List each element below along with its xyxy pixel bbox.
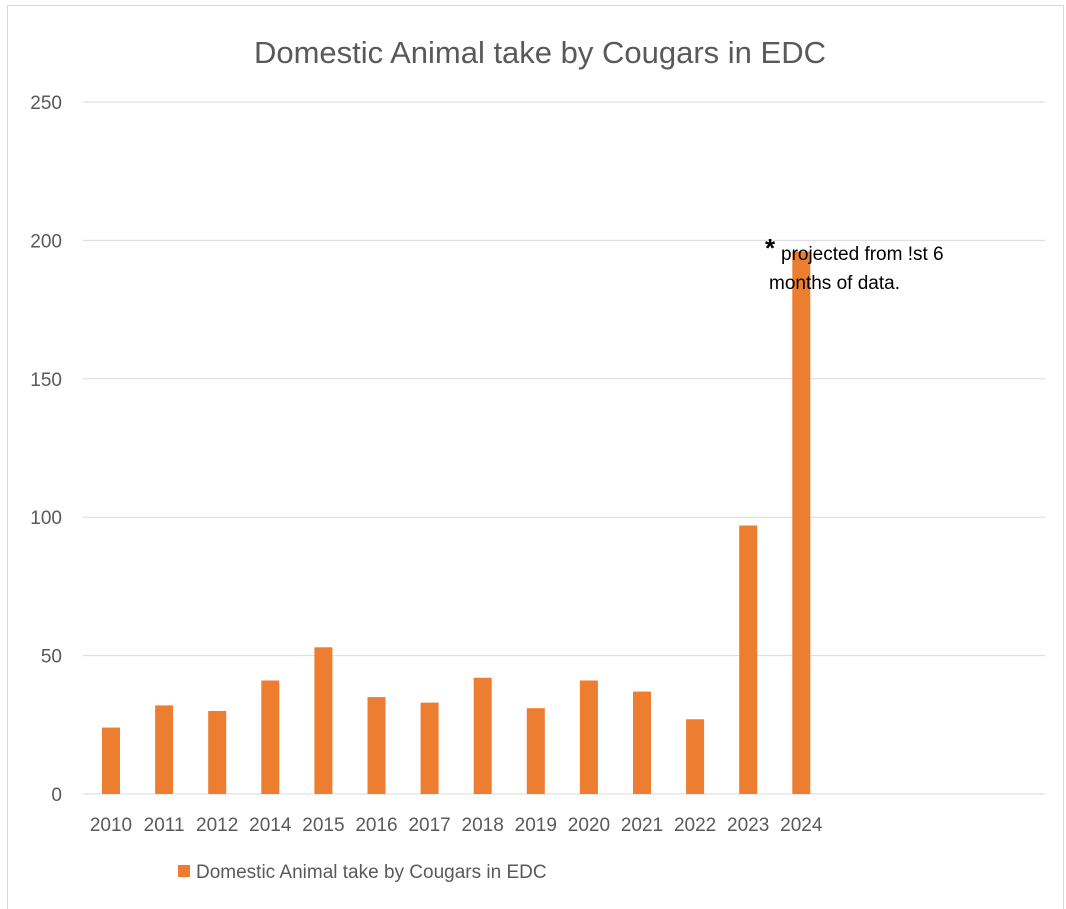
- y-axis-ticks: 0 50 100 150 200 250: [30, 93, 62, 806]
- bar-2018: [473, 677, 492, 794]
- x-tick-label: 2020: [568, 815, 610, 836]
- y-tick-label: 50: [41, 647, 62, 668]
- bar-2022: [686, 719, 705, 794]
- x-tick-label: 2012: [196, 815, 238, 836]
- bar-2015: [314, 647, 333, 794]
- annotation-line-2: months of data.: [769, 273, 900, 294]
- bar-2012: [208, 710, 227, 794]
- x-tick-label: 2011: [144, 815, 185, 836]
- bar-2010: [102, 727, 120, 794]
- x-tick-label: 2018: [462, 815, 504, 836]
- x-tick-label: 2017: [408, 815, 450, 836]
- x-tick-label: 2024: [780, 815, 823, 836]
- bar-2016: [367, 697, 386, 794]
- x-tick-label: 2019: [515, 815, 557, 836]
- gridlines: [83, 101, 1045, 795]
- x-tick-label: 2016: [355, 815, 397, 836]
- bar-2020: [579, 680, 598, 794]
- chart-title: Domestic Animal take by Cougars in EDC: [254, 35, 826, 70]
- bar-2021: [633, 691, 651, 794]
- bar-2019: [526, 708, 545, 794]
- bar-2024: [792, 251, 811, 795]
- y-tick-label: 0: [51, 785, 62, 806]
- y-tick-label: 150: [30, 370, 62, 391]
- legend-label: Domestic Animal take by Cougars in EDC: [196, 862, 547, 883]
- bar-2023: [739, 525, 758, 794]
- y-tick-label: 200: [30, 231, 62, 252]
- bar-2017: [420, 702, 439, 794]
- x-tick-label: 2021: [621, 815, 663, 836]
- bar-2014: [261, 680, 280, 794]
- annotation-line-1: projected from !st 6: [781, 244, 944, 265]
- y-tick-label: 100: [30, 508, 62, 529]
- x-tick-label: 2015: [302, 815, 344, 836]
- x-tick-label: 2014: [249, 815, 292, 836]
- annotation-asterisk: *: [765, 233, 776, 263]
- chart-frame: [7, 5, 1064, 909]
- legend: Domestic Animal take by Cougars in EDC: [178, 862, 547, 883]
- bars: [102, 251, 811, 795]
- bar-2011: [155, 705, 174, 794]
- x-axis-ticks: 2010 2011 2012 2014 2015 2016 2017 2018 2019 2020…: [90, 815, 823, 836]
- y-tick-label: 250: [30, 93, 62, 114]
- x-tick-label: 2023: [727, 815, 769, 836]
- x-tick-label: 2022: [674, 815, 716, 836]
- x-tick-label: 2010: [90, 815, 132, 836]
- legend-swatch: [178, 865, 190, 877]
- annotation: * projected from !st 6 months of data.: [765, 233, 944, 294]
